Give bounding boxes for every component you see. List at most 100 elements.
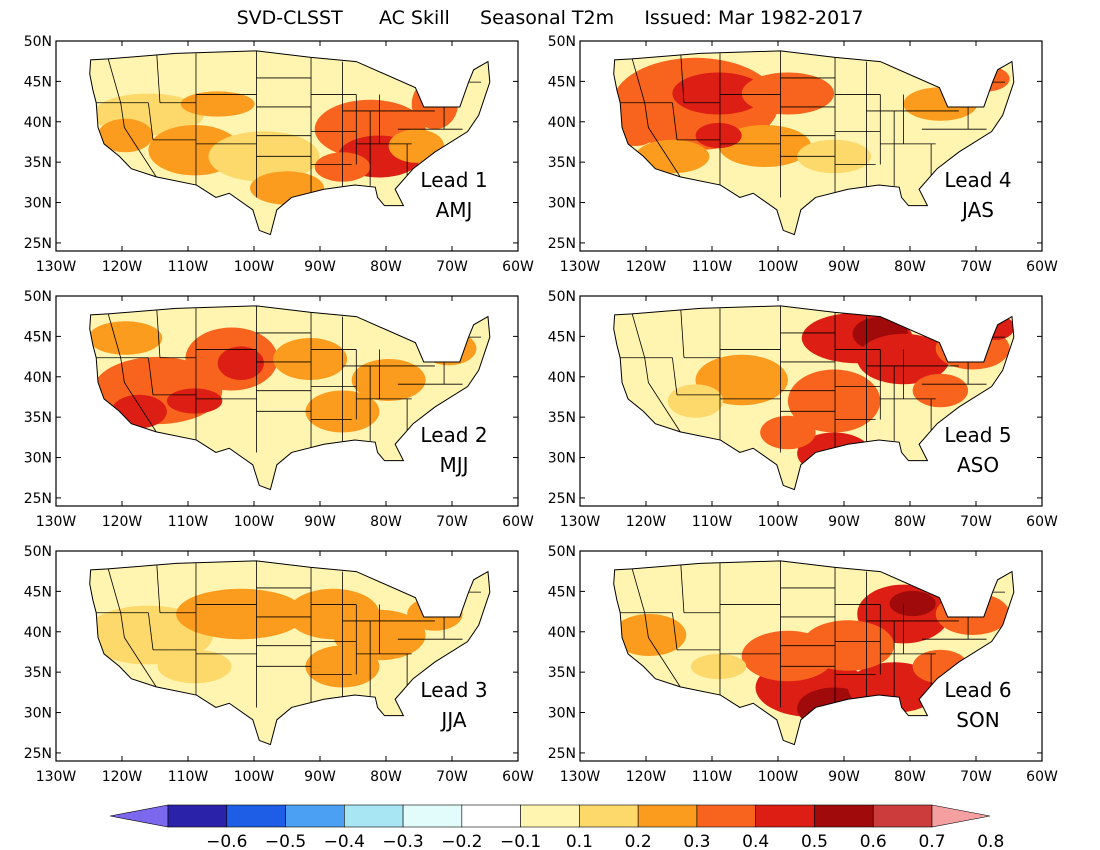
lon-tick-label: 110W: [692, 769, 733, 785]
lon-tick-label: 110W: [168, 769, 209, 785]
skill-contour: [613, 614, 687, 657]
state-border: [121, 358, 125, 383]
state-border: [672, 613, 677, 650]
season-label: ASO: [957, 453, 999, 477]
skill-contour: [176, 588, 306, 640]
lat-tick-label: 45N: [24, 584, 52, 600]
lon-tick-label: 90W: [828, 514, 860, 530]
lat-tick-label: 45N: [548, 329, 576, 345]
lat-tick-label: 30N: [548, 451, 576, 467]
map-content: [56, 296, 518, 506]
state-border: [645, 613, 649, 638]
lat-tick-label: 50N: [24, 289, 52, 305]
lat-tick-label: 35N: [548, 155, 576, 171]
lon-tick-label: 130W: [36, 514, 77, 530]
colorbar-bin: [579, 804, 639, 828]
lead-label: Lead 1: [420, 168, 487, 192]
lon-tick-label: 130W: [560, 769, 601, 785]
lon-tick-label: 100W: [234, 769, 275, 785]
skill-contour: [89, 321, 163, 355]
map-panel-3: 130W 120W 110W 100W 90W 80W 70W 60W 50N 45N 40N 35N…: [24, 289, 534, 530]
skill-contour: [667, 384, 724, 418]
us-outline: [90, 51, 490, 235]
colorbar-label: 0.6: [860, 832, 887, 850]
lon-tick-label: 130W: [560, 514, 601, 530]
lon-tick-label: 90W: [304, 259, 336, 275]
lon-tick-label: 60W: [1026, 259, 1058, 275]
state-border: [148, 103, 153, 140]
skill-contour: [351, 359, 426, 401]
lat-tick-label: 25N: [24, 746, 52, 762]
state-border: [681, 308, 684, 357]
map-panel-1: 130W 120W 110W 100W 90W 80W 70W 60W 50N 45N 40N 35N…: [24, 34, 534, 275]
lon-tick-label: 80W: [894, 259, 926, 275]
map-panel-6: 130W 120W 110W 100W 90W 80W 70W 60W 50N 45N 40N 35N…: [548, 544, 1058, 785]
panel-frame: [55, 550, 519, 762]
lon-tick-label: 80W: [894, 514, 926, 530]
map-panel-4: 130W 120W 110W 100W 90W 80W 70W 60W 50N 45N 40N 35N…: [548, 289, 1058, 530]
lon-tick-label: 60W: [502, 769, 534, 785]
skill-contour: [741, 72, 835, 115]
lat-tick-label: 45N: [548, 74, 576, 90]
state-border: [124, 638, 156, 687]
state-border: [672, 103, 677, 140]
figure-title: SVD-CLSST AC Skill Seasonal T2m Issued: …: [237, 7, 864, 29]
lat-tick-label: 40N: [24, 115, 52, 131]
panel-frame: [579, 40, 1043, 252]
lon-tick-label: 130W: [36, 259, 77, 275]
lead-label: Lead 2: [420, 423, 487, 447]
skill-contour: [760, 415, 816, 450]
map-panel-2: 130W 120W 110W 100W 90W 80W 70W 60W 50N 45N 40N 35N…: [548, 34, 1058, 275]
lon-tick-label: 60W: [502, 514, 534, 530]
colorbar-bin: [755, 804, 815, 828]
season-label: JAS: [960, 198, 994, 222]
lat-tick-label: 35N: [24, 410, 52, 426]
skill-field: [89, 305, 490, 490]
lon-tick-label: 70W: [960, 769, 992, 785]
lat-tick-label: 40N: [548, 370, 576, 386]
lon-tick-label: 120W: [102, 769, 143, 785]
colorbar-bin: [285, 804, 345, 828]
us-outline: [614, 561, 1014, 745]
state-border: [148, 613, 153, 650]
lon-tick-label: 90W: [828, 769, 860, 785]
season-label: JJA: [439, 708, 466, 732]
skill-contour: [157, 649, 232, 684]
skill-contour: [672, 72, 765, 115]
skill-field: [613, 305, 1014, 490]
state-border: [645, 103, 649, 128]
state-border: [681, 563, 684, 612]
lat-tick-label: 30N: [24, 451, 52, 467]
colorbar-bin: [637, 804, 698, 828]
lon-tick-label: 100W: [758, 259, 799, 275]
colorbar-bin: [520, 804, 580, 828]
colorbar-label: −0.4: [324, 832, 365, 850]
lon-tick-label: 90W: [304, 514, 336, 530]
lat-tick-label: 25N: [24, 491, 52, 507]
season-label: MJJ: [439, 453, 468, 477]
state-border: [157, 308, 160, 357]
lon-tick-label: 70W: [960, 259, 992, 275]
state-border: [648, 638, 680, 687]
skill-contour: [217, 346, 264, 380]
skill-field: [89, 560, 490, 745]
state-border: [108, 59, 120, 103]
lat-tick-label: 40N: [24, 625, 52, 641]
lead-label: Lead 4: [944, 168, 1011, 192]
lon-tick-label: 100W: [758, 514, 799, 530]
state-border: [108, 314, 120, 358]
lat-tick-label: 50N: [548, 34, 576, 50]
colorbar-bin: [167, 804, 228, 828]
lat-tick-label: 30N: [24, 196, 52, 212]
state-border: [632, 314, 644, 358]
skill-contour: [889, 590, 936, 617]
lon-tick-label: 80W: [370, 259, 402, 275]
colorbar-label: 0.2: [625, 832, 652, 850]
lat-tick-label: 30N: [24, 706, 52, 722]
lon-tick-label: 130W: [36, 769, 77, 785]
lon-tick-label: 80W: [370, 769, 402, 785]
lead-label: Lead 3: [420, 678, 487, 702]
lon-tick-label: 100W: [234, 514, 275, 530]
lon-tick-label: 70W: [436, 259, 468, 275]
